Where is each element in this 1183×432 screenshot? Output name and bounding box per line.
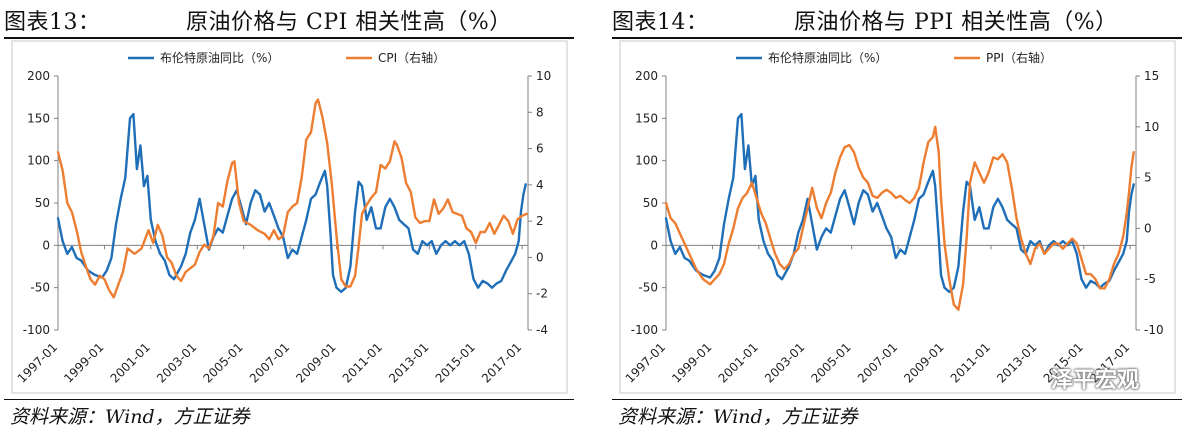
legend-label: 布伦特原油同比（%）	[768, 50, 887, 65]
x-tick-label: 2009-01	[901, 340, 946, 385]
x-tick-label: 2013-01	[386, 340, 431, 385]
x-tick-label: 2015-01	[433, 340, 478, 385]
figure-number: 图表13：	[4, 10, 101, 35]
y-left-tick-label: 0	[42, 238, 50, 252]
watermark: 泽平宏观	[1050, 368, 1139, 393]
title-rule	[4, 37, 574, 39]
y-left-tick-label: 200	[635, 69, 658, 83]
y-right-tick-label: -5	[1144, 272, 1156, 286]
series-line-orange	[56, 98, 528, 299]
series-line-orange	[664, 125, 1135, 311]
y-left-tick-label: 50	[35, 196, 50, 210]
y-right-tick-label: 15	[1144, 69, 1159, 83]
x-tick-label: 2013-01	[994, 340, 1039, 385]
y-left-tick-label: 150	[27, 111, 50, 125]
figure-title: 原油价格与 CPI 相关性高（%）	[186, 10, 512, 35]
legend-label: PPI（右轴）	[986, 50, 1052, 65]
y-right-tick-label: 0	[1144, 221, 1152, 235]
source-note: 资料来源：Wind，方正证券	[10, 406, 250, 428]
y-right-tick-label: 2	[536, 214, 544, 228]
y-right-tick-label: 10	[536, 69, 551, 83]
chart-panel-cpi: 图表13： 原油价格与 CPI 相关性高（%） -100 -50 0 50 100 150…	[0, 0, 575, 432]
y-right-tick-label: -4	[536, 323, 548, 337]
panel-title: 图表14： 原油价格与 PPI 相关性高（%）	[608, 0, 1183, 36]
y-right-tick-label: 8	[536, 105, 544, 119]
y-left-tick-label: 200	[27, 69, 50, 83]
y-right-tick-label: 10	[1144, 120, 1159, 134]
x-tick-label: 2009-01	[293, 340, 338, 385]
x-tick-label: 2011-01	[340, 340, 385, 385]
figure-number: 图表14：	[612, 10, 709, 35]
y-left-tick-label: -50	[638, 281, 658, 295]
source-rule	[4, 399, 574, 400]
x-tick-label: 2007-01	[247, 340, 292, 385]
x-tick-label: 2007-01	[855, 340, 900, 385]
y-right-tick-label: 4	[536, 178, 544, 192]
y-right-tick-label: 5	[1144, 171, 1152, 185]
chart-panel-ppi: 图表14： 原油价格与 PPI 相关性高（%） -100 -50 0 50 100 150…	[608, 0, 1183, 432]
x-tick-label: 1997-01	[15, 340, 60, 385]
y-left-tick-label: 100	[635, 154, 658, 168]
y-left-tick-label: -100	[23, 323, 50, 337]
x-tick-label: 2005-01	[200, 340, 245, 385]
y-left-tick-label: -100	[631, 323, 658, 337]
x-tick-label: 2017-01	[479, 340, 524, 385]
x-tick-label: 1999-01	[669, 340, 714, 385]
legend-label: 布伦特原油同比（%）	[160, 50, 279, 65]
legend-label: CPI（右轴）	[378, 50, 445, 65]
chart-frame	[619, 40, 1176, 394]
y-left-tick-label: 150	[635, 111, 658, 125]
y-right-tick-label: 6	[536, 142, 544, 156]
x-tick-label: 2005-01	[808, 340, 853, 385]
panel-title: 图表13： 原油价格与 CPI 相关性高（%）	[0, 0, 575, 36]
series-line-brent	[56, 112, 527, 294]
y-right-tick-label: -10	[1144, 323, 1164, 337]
x-tick-label: 1997-01	[623, 340, 668, 385]
y-right-tick-label: -2	[536, 287, 548, 301]
y-left-tick-label: 50	[643, 196, 658, 210]
y-left-tick-label: 100	[27, 154, 50, 168]
source-rule	[612, 399, 1182, 400]
y-left-tick-label: 0	[650, 238, 658, 252]
y-left-tick-label: -50	[30, 281, 50, 295]
chart-frame	[11, 40, 568, 394]
x-tick-label: 2003-01	[154, 340, 199, 385]
figure-title: 原油价格与 PPI 相关性高（%）	[794, 10, 1118, 35]
x-tick-label: 2003-01	[762, 340, 807, 385]
source-note: 资料来源：Wind，方正证券	[618, 406, 858, 428]
title-rule	[612, 37, 1182, 39]
x-tick-label: 1999-01	[61, 340, 106, 385]
series-line-brent	[664, 112, 1135, 294]
x-tick-label: 2001-01	[716, 340, 761, 385]
x-tick-label: 2001-01	[108, 340, 153, 385]
chart-cpi: -100 -50 0 50 100 150 200 -4 -2 0 2 4 6 8 10 1997-01 199…	[11, 40, 568, 394]
y-right-tick-label: 0	[536, 250, 544, 264]
x-tick-label: 2011-01	[948, 340, 993, 385]
